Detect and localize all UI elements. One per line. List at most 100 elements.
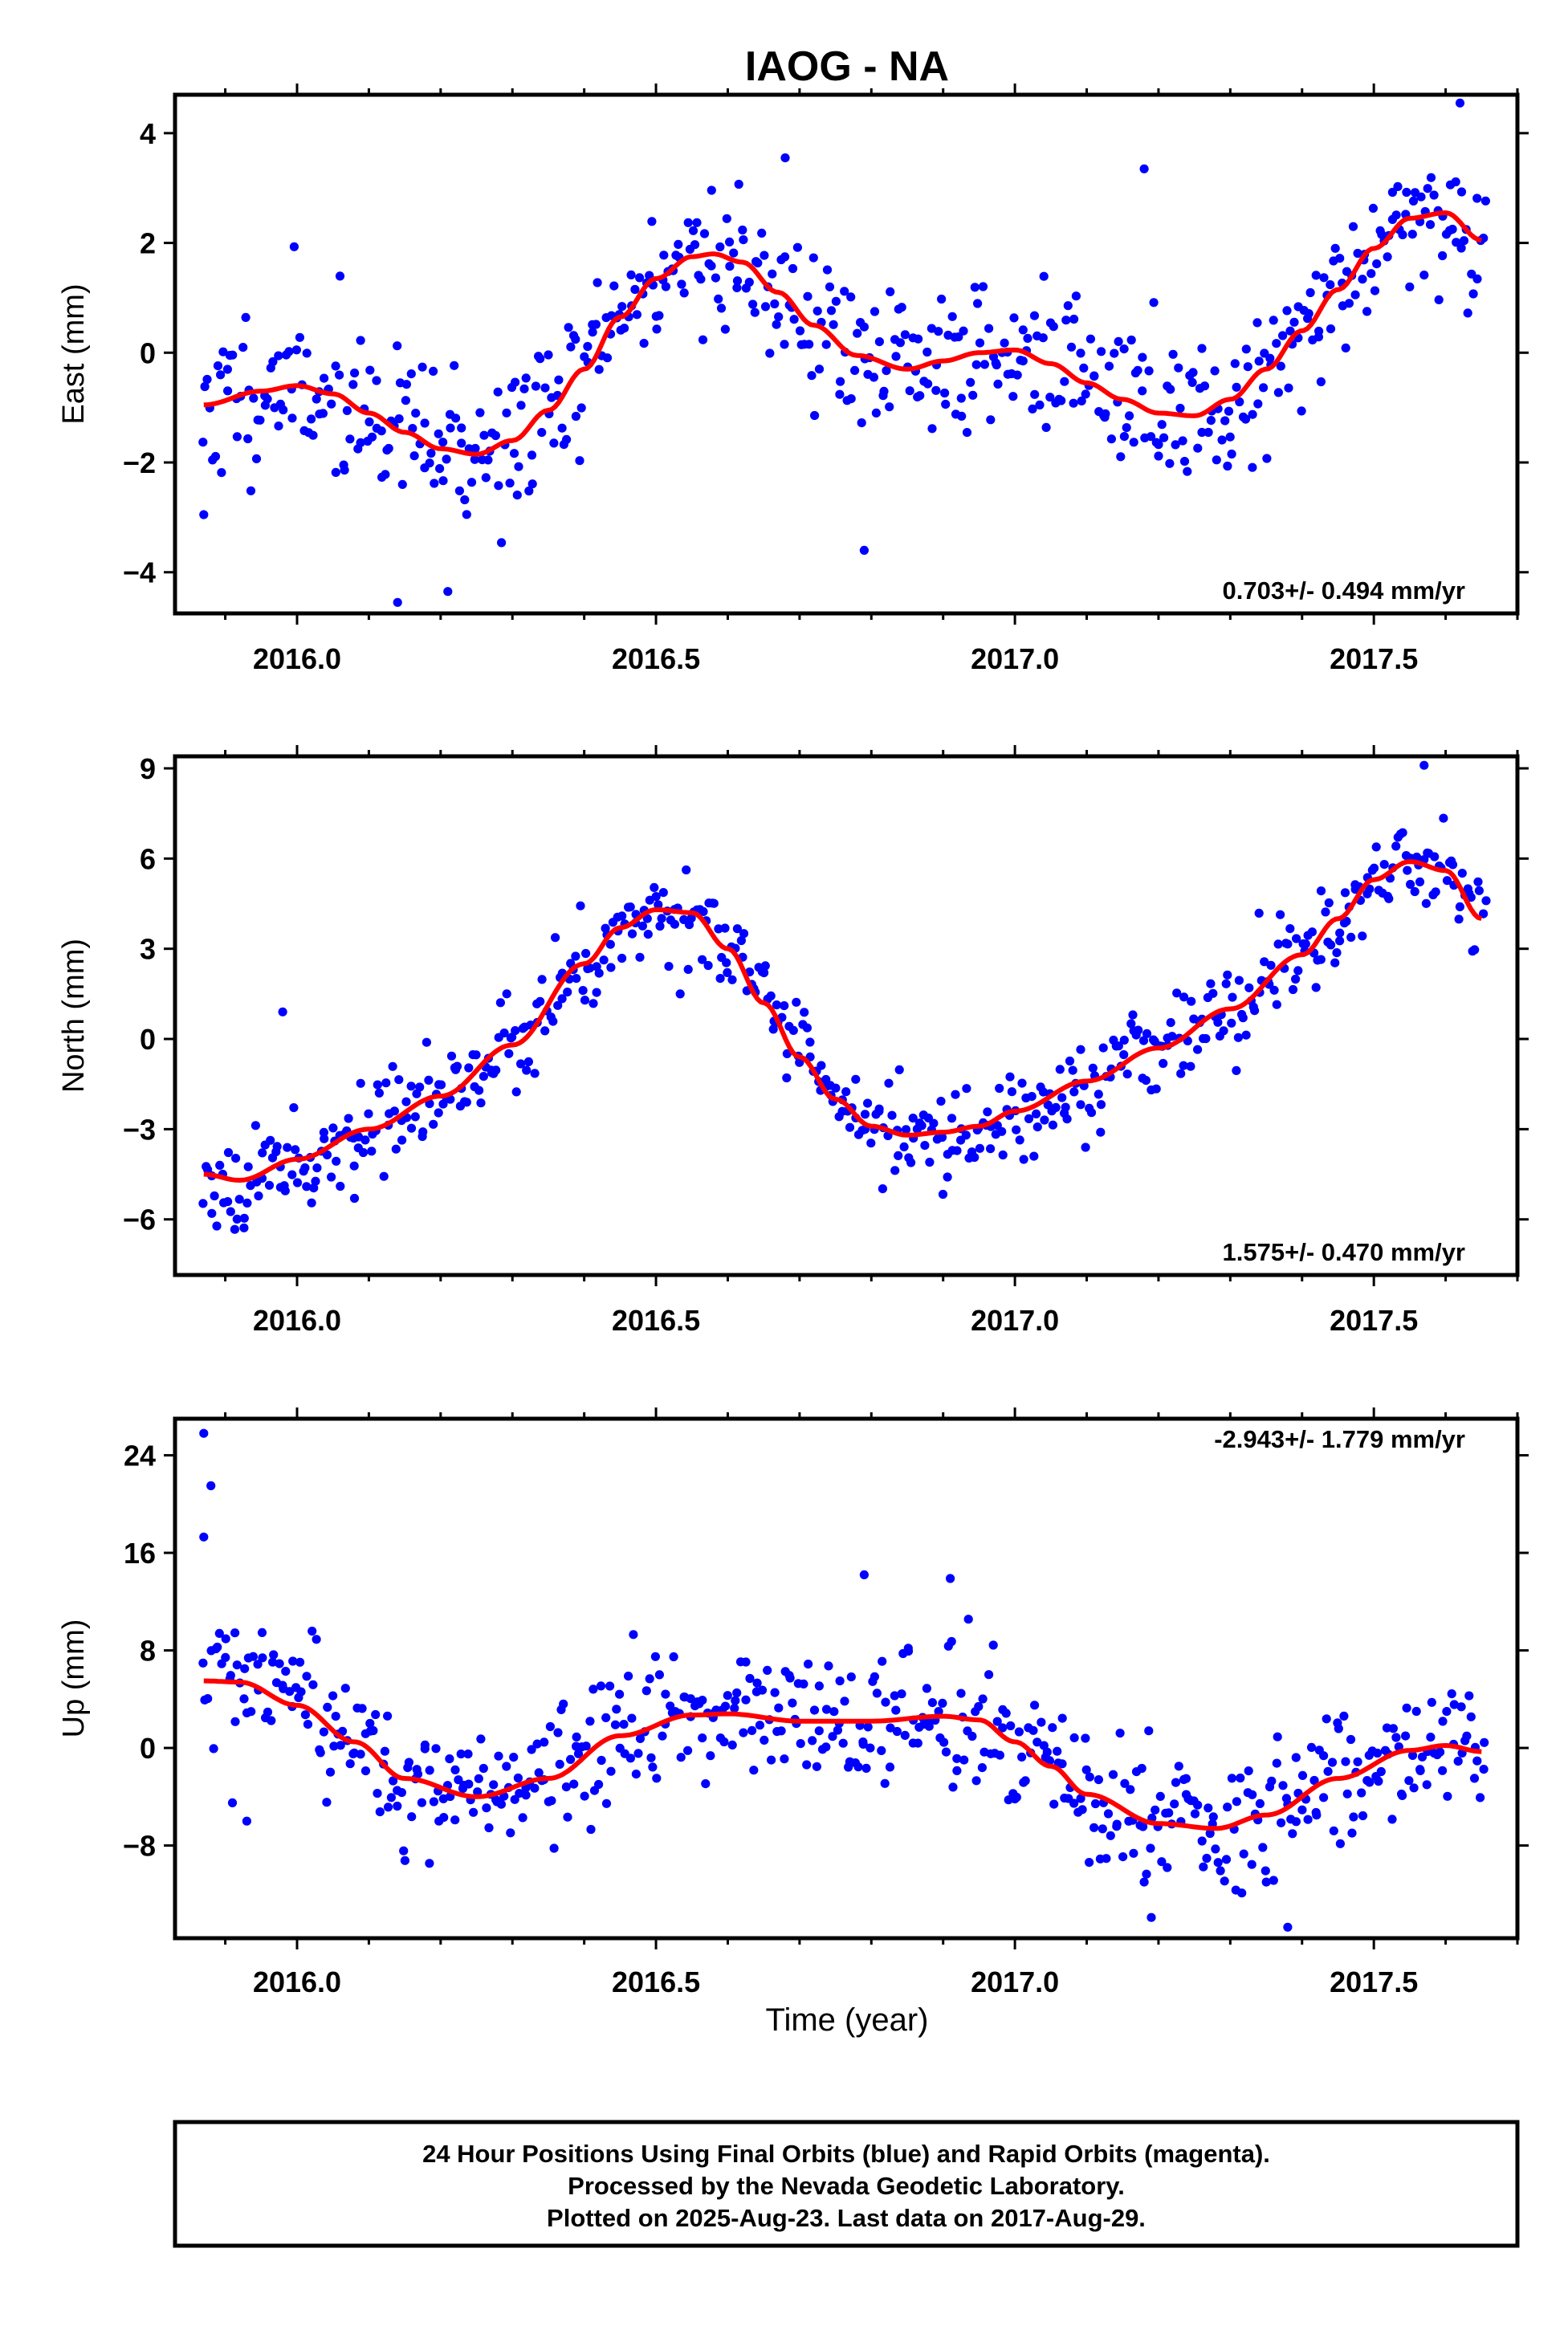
data-point [511, 1087, 521, 1097]
data-point [289, 242, 299, 251]
data-point [303, 1720, 313, 1729]
data-point [1472, 193, 1482, 203]
data-point [1009, 313, 1019, 323]
data-point [925, 1157, 935, 1167]
data-point [454, 1775, 463, 1785]
data-point [884, 1078, 894, 1088]
data-point [941, 1747, 951, 1757]
data-point [300, 1710, 310, 1720]
data-point [420, 418, 430, 428]
data-point [1119, 344, 1129, 354]
data-point [1157, 420, 1167, 430]
data-point [226, 1671, 235, 1680]
data-point [331, 361, 340, 371]
data-point [1221, 979, 1231, 988]
data-point [540, 1737, 549, 1747]
data-point [870, 307, 880, 316]
data-point [418, 1127, 428, 1137]
data-point [1223, 1802, 1232, 1812]
y-tick-label: 0 [140, 1023, 156, 1056]
data-point [968, 390, 978, 400]
data-point [1312, 1811, 1322, 1820]
data-point [1252, 318, 1262, 328]
data-point [1260, 957, 1269, 967]
data-point [872, 1688, 882, 1698]
data-point [1472, 1756, 1482, 1766]
data-point [1171, 1778, 1181, 1787]
data-point [340, 1684, 350, 1693]
data-point [992, 360, 1001, 370]
data-point [268, 1657, 278, 1667]
data-point [633, 1749, 643, 1758]
footer-line-1: 24 Hour Positions Using Final Orbits (bl… [422, 2140, 1270, 2168]
data-point [1269, 985, 1279, 995]
data-point [1258, 1843, 1268, 1852]
data-point [1116, 452, 1126, 462]
data-point [835, 389, 845, 399]
data-point [715, 242, 725, 252]
data-point [1069, 1087, 1079, 1097]
data-point [1455, 98, 1465, 108]
data-point [696, 275, 706, 284]
data-point [572, 1732, 581, 1741]
data-point [1415, 877, 1425, 886]
y-axis-label: North (mm) [57, 939, 91, 1093]
data-point [1316, 955, 1326, 964]
data-point [495, 998, 506, 1008]
data-point [858, 1739, 868, 1749]
data-point [1146, 1912, 1156, 1922]
data-point [1138, 1822, 1148, 1831]
data-point [1459, 236, 1469, 246]
data-point [241, 312, 250, 322]
data-point [232, 1660, 242, 1670]
data-point [553, 1000, 563, 1010]
data-point [551, 933, 560, 943]
data-point [1098, 1043, 1108, 1053]
data-point [1228, 992, 1237, 1002]
data-point [513, 1773, 523, 1783]
data-point [698, 1733, 707, 1743]
data-point [765, 348, 775, 358]
data-point [255, 415, 265, 425]
data-point [871, 408, 881, 418]
data-point [1193, 1045, 1203, 1054]
data-point [1350, 290, 1360, 299]
data-point [307, 1627, 317, 1636]
data-point [1081, 1765, 1091, 1774]
data-point [1213, 1017, 1223, 1027]
data-point [877, 1745, 886, 1755]
data-point [967, 1731, 977, 1741]
data-point [331, 467, 340, 478]
data-point [840, 1697, 849, 1706]
data-point [452, 1061, 462, 1071]
data-point [1030, 389, 1040, 399]
data-point [753, 258, 763, 268]
data-point [957, 411, 967, 422]
data-point [232, 432, 242, 442]
x-tick-label: 2016.5 [612, 642, 700, 675]
data-point [1069, 314, 1079, 324]
data-point [1146, 432, 1156, 442]
x-tick-label: 2017.5 [1330, 1304, 1418, 1337]
data-point [829, 1707, 839, 1717]
data-point [1232, 382, 1241, 392]
data-point [212, 1221, 222, 1231]
data-point [874, 1104, 884, 1114]
data-point [1316, 377, 1326, 387]
data-point [491, 430, 501, 441]
data-point [859, 545, 869, 556]
data-point [1166, 1018, 1175, 1028]
data-point [881, 1697, 890, 1707]
data-point [367, 432, 377, 442]
data-point [1197, 344, 1207, 353]
data-point [792, 242, 803, 252]
data-point [1427, 1697, 1436, 1707]
data-point [1144, 1726, 1154, 1736]
data-point [1211, 1844, 1220, 1854]
data-point [739, 929, 749, 939]
data-point [1120, 1778, 1130, 1788]
data-point [1344, 299, 1354, 308]
data-point [807, 371, 817, 381]
data-point [1262, 454, 1272, 463]
data-point [741, 1657, 751, 1667]
